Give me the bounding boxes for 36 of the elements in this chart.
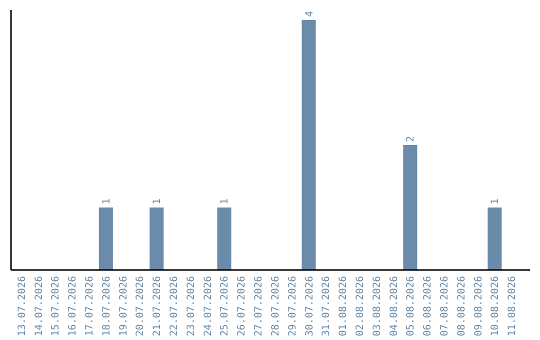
- x-tick-label: 31.07.2026: [321, 276, 332, 336]
- x-tick-label: 06.08.2026: [422, 276, 434, 336]
- x-tick-label: 05.08.2026: [406, 276, 417, 336]
- x-tick-label: 24.07.2026: [202, 276, 214, 336]
- x-tick-label: 11.08.2026: [507, 276, 518, 336]
- x-tick-label: 16.07.2026: [68, 276, 79, 336]
- x-tick-label: 01.08.2026: [338, 276, 350, 336]
- x-tick-label: 03.08.2026: [372, 276, 383, 336]
- x-tick-label: 09.08.2026: [473, 276, 484, 336]
- x-tick-label: 17.07.2026: [84, 276, 96, 336]
- x-tick-label: 21.07.2026: [152, 276, 164, 336]
- x-tick-label: 23.07.2026: [186, 276, 197, 336]
- x-tick-label: 13.07.2026: [16, 276, 28, 336]
- x-tick-label: 22.07.2026: [169, 276, 180, 336]
- x-tick-label: 29.07.2026: [287, 276, 298, 336]
- x-tick-label: 26.07.2026: [236, 276, 248, 336]
- data-label: 1: [220, 198, 231, 204]
- x-tick-label: 19.07.2026: [118, 276, 130, 336]
- data-label: 4: [304, 10, 316, 17]
- x-tick-label: 10.08.2026: [490, 276, 502, 336]
- data-label: 2: [406, 136, 417, 142]
- data-label: 1: [152, 198, 164, 204]
- data-label: 1: [101, 198, 112, 204]
- x-tick-label: 25.07.2026: [220, 276, 231, 336]
- x-tick-label: 30.07.2026: [304, 276, 316, 336]
- x-tick-label: 14.07.2026: [34, 276, 45, 336]
- x-tick-label: 02.08.2026: [354, 276, 366, 336]
- x-tick-label: 27.07.2026: [254, 276, 265, 336]
- x-tick-label: 07.08.2026: [439, 276, 450, 336]
- data-label: 1: [490, 198, 502, 204]
- x-tick-label: 15.07.2026: [50, 276, 62, 336]
- x-tick-label: 04.08.2026: [388, 276, 400, 336]
- x-tick-label: 28.07.2026: [270, 276, 282, 336]
- x-tick-label: 08.08.2026: [456, 276, 468, 336]
- x-tick-label: 20.07.2026: [135, 276, 146, 336]
- x-tick-label: 18.07.2026: [101, 276, 112, 336]
